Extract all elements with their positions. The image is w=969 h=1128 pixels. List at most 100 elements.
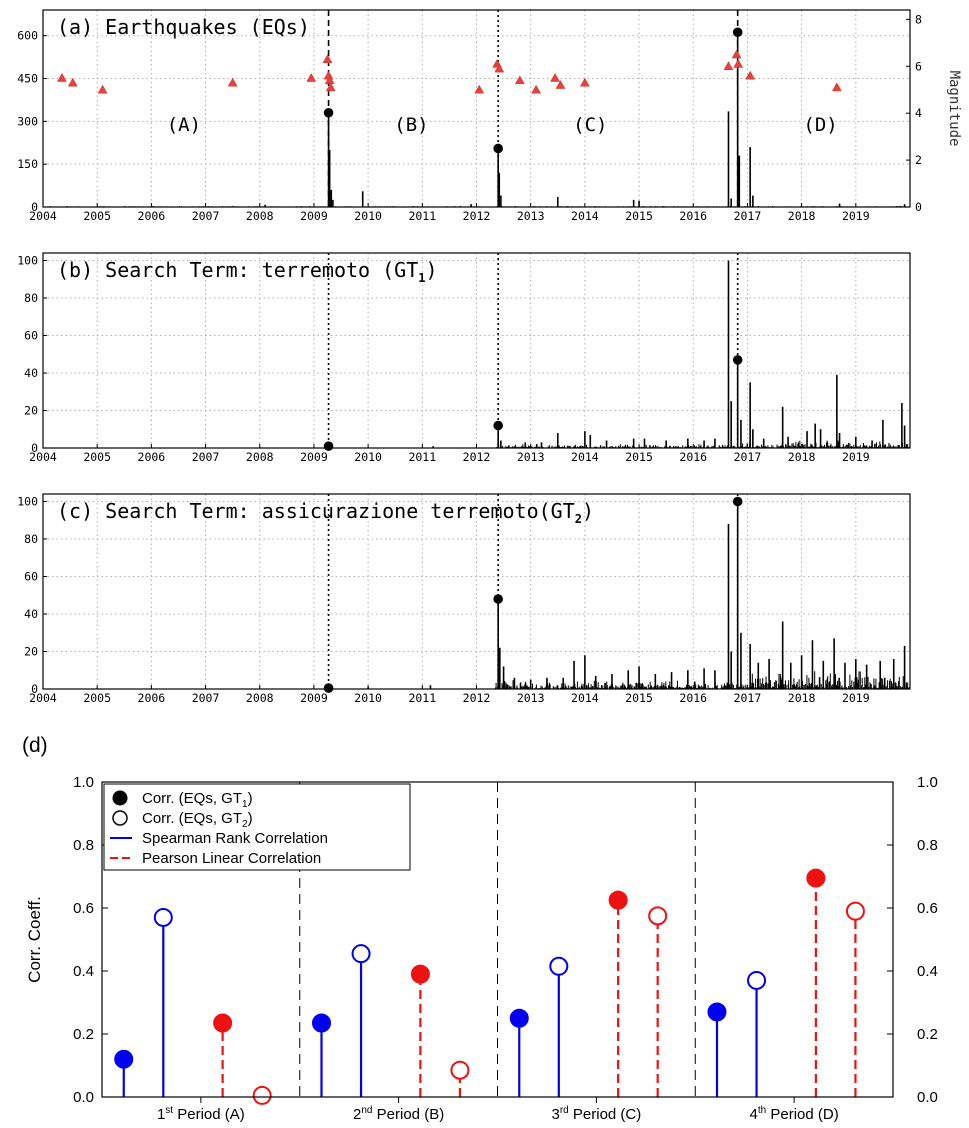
y-tick-label: 60 [24, 329, 38, 343]
title-text: (b) Search Term: terremoto (GT [57, 258, 418, 282]
y-tick-label: 100 [17, 495, 38, 509]
legend-label-text: Corr. (EQs, GT [142, 790, 242, 807]
category-number: 4 [750, 1106, 758, 1123]
x-tick-label: 2007 [192, 450, 220, 464]
y-tick-label: 100 [17, 254, 38, 268]
x-tick-label: 2015 [625, 691, 653, 705]
x-tick-label: 2009 [300, 691, 328, 705]
marker-pearson-gt2 [648, 906, 668, 926]
x-tick-label: 2012 [463, 691, 491, 705]
x-tick-label: 2013 [517, 450, 545, 464]
category-label: 4th Period (D) [750, 1105, 839, 1123]
magnitude-marker [745, 70, 756, 80]
y-tick-label: 0.8 [73, 837, 94, 854]
y2-tick-label: 6 [915, 59, 922, 73]
x-tick-label: 2017 [734, 691, 762, 705]
category-superscript: st [165, 1105, 173, 1116]
y-tick-label: 0 [31, 682, 38, 696]
y-tick-label: 20 [24, 645, 38, 659]
category-superscript: th [758, 1105, 766, 1116]
panel-d: (d) Corr. Coeff. 0.0 0.0 0.2 0.2 0.4 0.4 0.6 0.6 0… [22, 734, 938, 1123]
y2-tick-label: 0.4 [917, 963, 938, 980]
legend-box [103, 783, 411, 871]
magnitude-marker [67, 77, 78, 87]
x-tick-label: 2011 [408, 209, 436, 223]
highlight-point [732, 496, 743, 507]
x-tick-label: 2019 [842, 209, 870, 223]
x-tick-label: 2015 [625, 450, 653, 464]
panel-frame [101, 781, 894, 1098]
category-text: Period (C) [569, 1106, 642, 1123]
y2-tick-label: 1.0 [917, 774, 938, 791]
marker-pearson-gt1 [410, 964, 430, 984]
magnitude-marker [97, 84, 108, 94]
x-tick-label: 2017 [734, 450, 762, 464]
x-tick-label: 2014 [571, 691, 599, 705]
legend-filled-circle-icon [112, 790, 128, 806]
x-tick-label: 2016 [679, 691, 707, 705]
category-label: 1st Period (A) [157, 1105, 245, 1123]
y-tick-label: 40 [24, 366, 38, 380]
y2-axis-label: Magnitude [946, 71, 962, 147]
x-tick-label: 2018 [788, 209, 816, 223]
title-text: ) [425, 258, 437, 282]
magnitude-marker [514, 75, 525, 85]
x-tick-label: 2016 [679, 450, 707, 464]
legend-label-text: ) [248, 810, 253, 827]
marker-spearman-gt2 [549, 956, 569, 976]
legend-label: Corr. (EQs, GT2) [142, 810, 253, 830]
x-tick-label: 2005 [83, 450, 111, 464]
y-tick-label: 20 [24, 404, 38, 418]
panel-a: 2004 2005 2006 2007 2008 2009 2010 2011 2012 2013… [17, 9, 962, 223]
magnitude-marker [325, 82, 336, 92]
x-tick-label: 2017 [734, 209, 762, 223]
x-tick-label: 2011 [408, 691, 436, 705]
magnitude-marker [733, 58, 744, 68]
panel-title: (b) Search Term: terremoto (GT1) [57, 258, 438, 285]
y-tick-label: 0.0 [73, 1089, 94, 1106]
y-tick-label: 0.6 [73, 900, 94, 917]
magnitude-marker [57, 73, 67, 82]
magnitude-marker [474, 84, 485, 94]
x-tick-label: 2018 [788, 691, 816, 705]
x-tick-label: 2019 [842, 450, 870, 464]
x-tick-label: 2015 [625, 209, 653, 223]
marker-spearman-gt2 [153, 907, 173, 927]
highlight-point [493, 143, 503, 154]
period-label: (B) [394, 114, 428, 136]
x-tick-label: 2004 [29, 450, 57, 464]
legend-label-text: Corr. (EQs, GT [142, 810, 242, 827]
y-tick-label: 40 [24, 607, 38, 621]
x-tick-label: 2010 [354, 209, 382, 223]
legend-open-circle-icon [112, 810, 128, 826]
y2-tick-label: 8 [915, 12, 922, 26]
legend-label-text: ) [248, 790, 253, 807]
panel-b: 2004 2005 2006 2007 2008 2009 2010 2011 2012 2013… [17, 252, 911, 464]
x-tick-label: 2016 [679, 209, 707, 223]
x-tick-label: 2004 [29, 209, 57, 223]
magnitude-marker [494, 63, 505, 73]
period-label: (C) [573, 114, 607, 136]
series-baseline [495, 671, 911, 689]
x-tick-label: 2012 [463, 209, 491, 223]
title-subscript: 2 [575, 512, 582, 526]
marker-spearman-gt1 [312, 1013, 332, 1033]
x-tick-label: 2009 [300, 450, 328, 464]
y-tick-label: 600 [17, 29, 38, 43]
y-tick-label: 0 [31, 200, 38, 214]
marker-pearson-gt1 [608, 890, 628, 910]
magnitude-marker [831, 82, 842, 92]
category-text: Period (A) [173, 1106, 245, 1123]
y-tick-label: 60 [24, 570, 38, 584]
highlight-point [732, 355, 743, 365]
x-tick-label: 2006 [138, 691, 166, 705]
marker-pearson-gt2 [845, 901, 865, 921]
x-tick-label: 2010 [354, 691, 382, 705]
title-subscript: 1 [418, 271, 425, 285]
panel-label: (d) [22, 734, 48, 757]
category-label: 3rd Period (C) [551, 1105, 641, 1123]
title-text: (c) Search Term: assicurazione terremoto… [57, 499, 575, 523]
marker-pearson-gt1 [213, 1013, 233, 1033]
x-tick-label: 2014 [571, 450, 599, 464]
